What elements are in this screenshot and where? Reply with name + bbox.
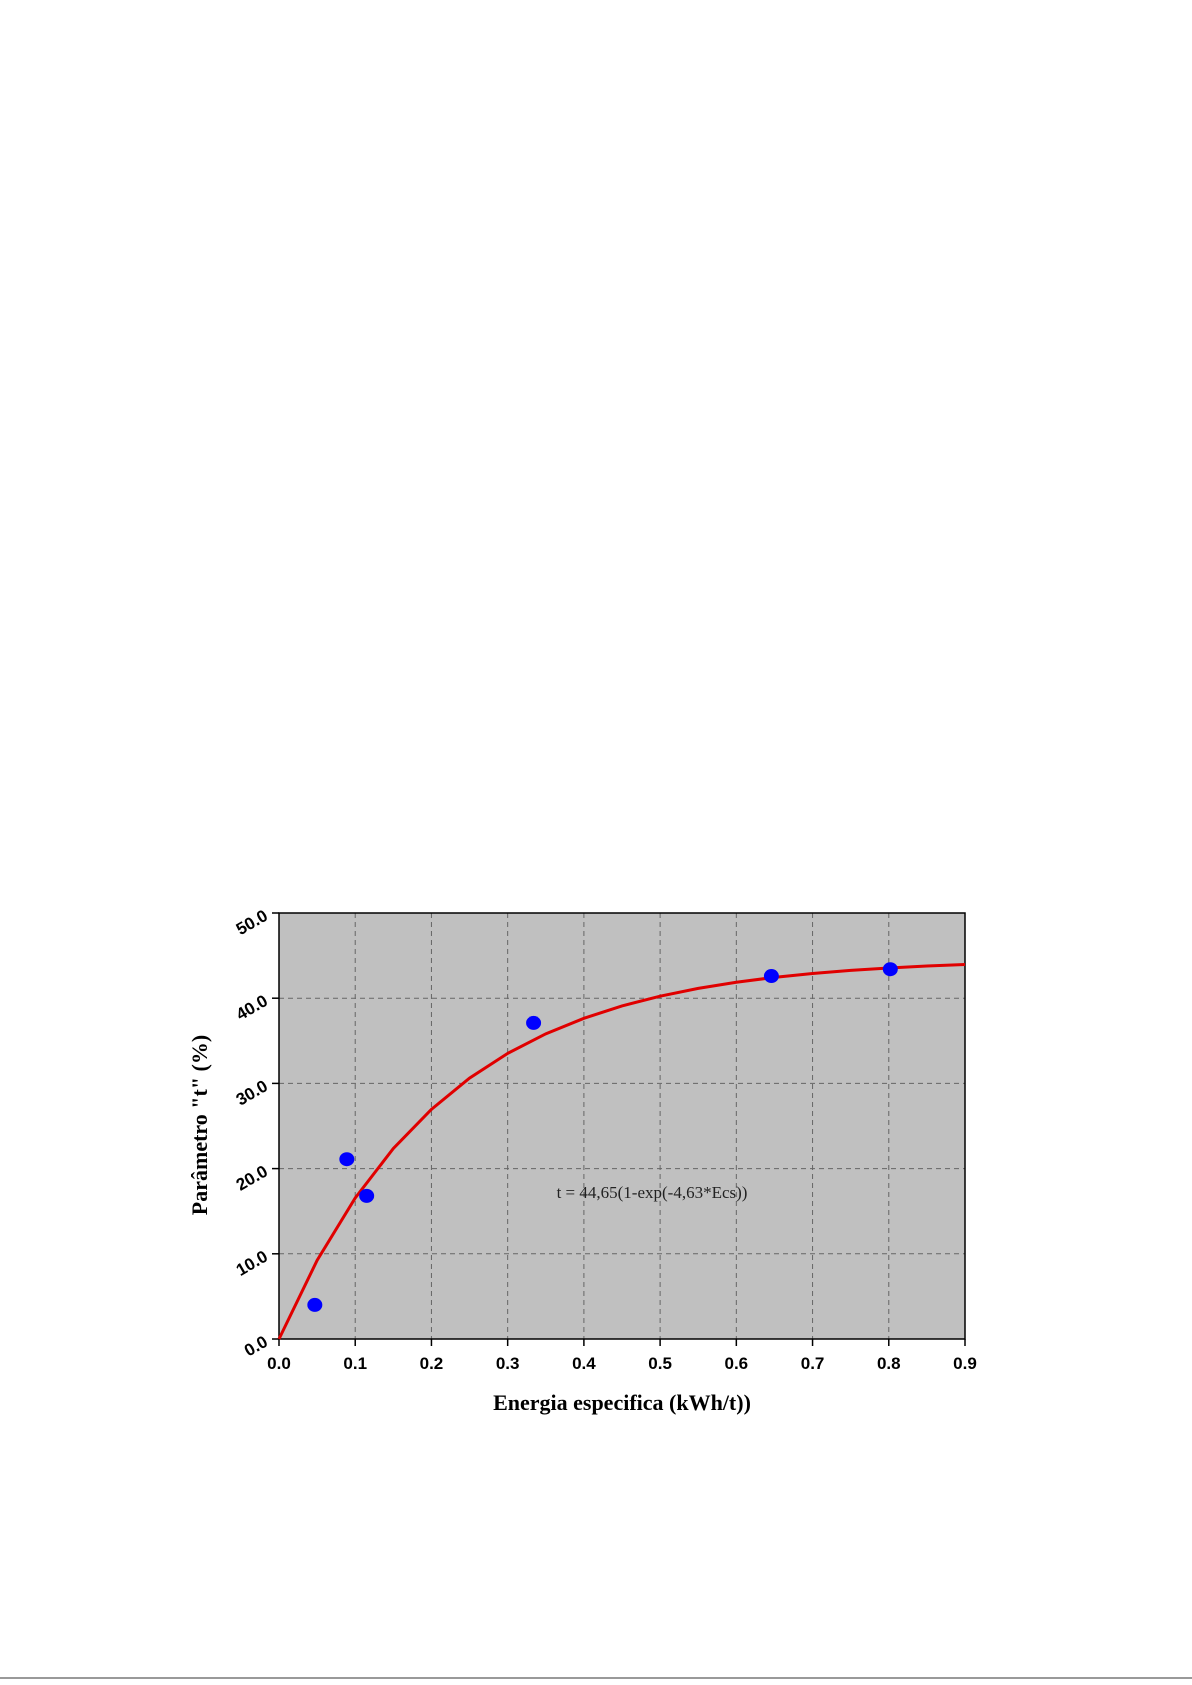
y-tick-label: 30.0: [233, 1076, 271, 1109]
fit-line: [277, 962, 966, 1340]
x-tick-label: 0.1: [343, 1354, 367, 1373]
data-point: [526, 1015, 542, 1030]
data-point: [359, 1188, 375, 1203]
data-point: [763, 969, 779, 984]
y-tick-label: 40.0: [233, 991, 271, 1024]
plot: 0.010.020.030.040.050.00.0 0.1 0.2 0.3 0.4 0.…: [233, 906, 977, 1373]
x-tick-label: 0.8: [877, 1354, 901, 1373]
y-axis-title: Parâmetro "t" (%): [187, 1035, 212, 1215]
x-tick-label: 0.7: [801, 1354, 825, 1373]
y-tick-label: 50.0: [233, 906, 271, 939]
fit-equation: t = 44,65(1-exp(-4,63*Ecs)): [557, 1183, 748, 1202]
plot-frame: [278, 912, 966, 1340]
data-point: [307, 1297, 323, 1312]
x-tick-label: 0.5: [648, 1354, 672, 1373]
data-point: [882, 962, 898, 977]
y-tick-label: 10.0: [233, 1247, 271, 1280]
y-tick-label: 20.0: [233, 1162, 271, 1195]
plot-background: [279, 913, 965, 1339]
x-tick-label: 0.6: [725, 1354, 749, 1373]
x-tick-label: 0.3: [496, 1354, 520, 1373]
x-axis-title: Energia especifica (kWh/t)): [493, 1390, 751, 1415]
data-point: [339, 1152, 355, 1167]
x-tick-label: 0.2: [420, 1354, 444, 1373]
x-tick-label: 0.0: [267, 1354, 291, 1373]
x-tick-label: 0.9: [953, 1354, 977, 1373]
x-tick-label: 0.4: [572, 1354, 596, 1373]
